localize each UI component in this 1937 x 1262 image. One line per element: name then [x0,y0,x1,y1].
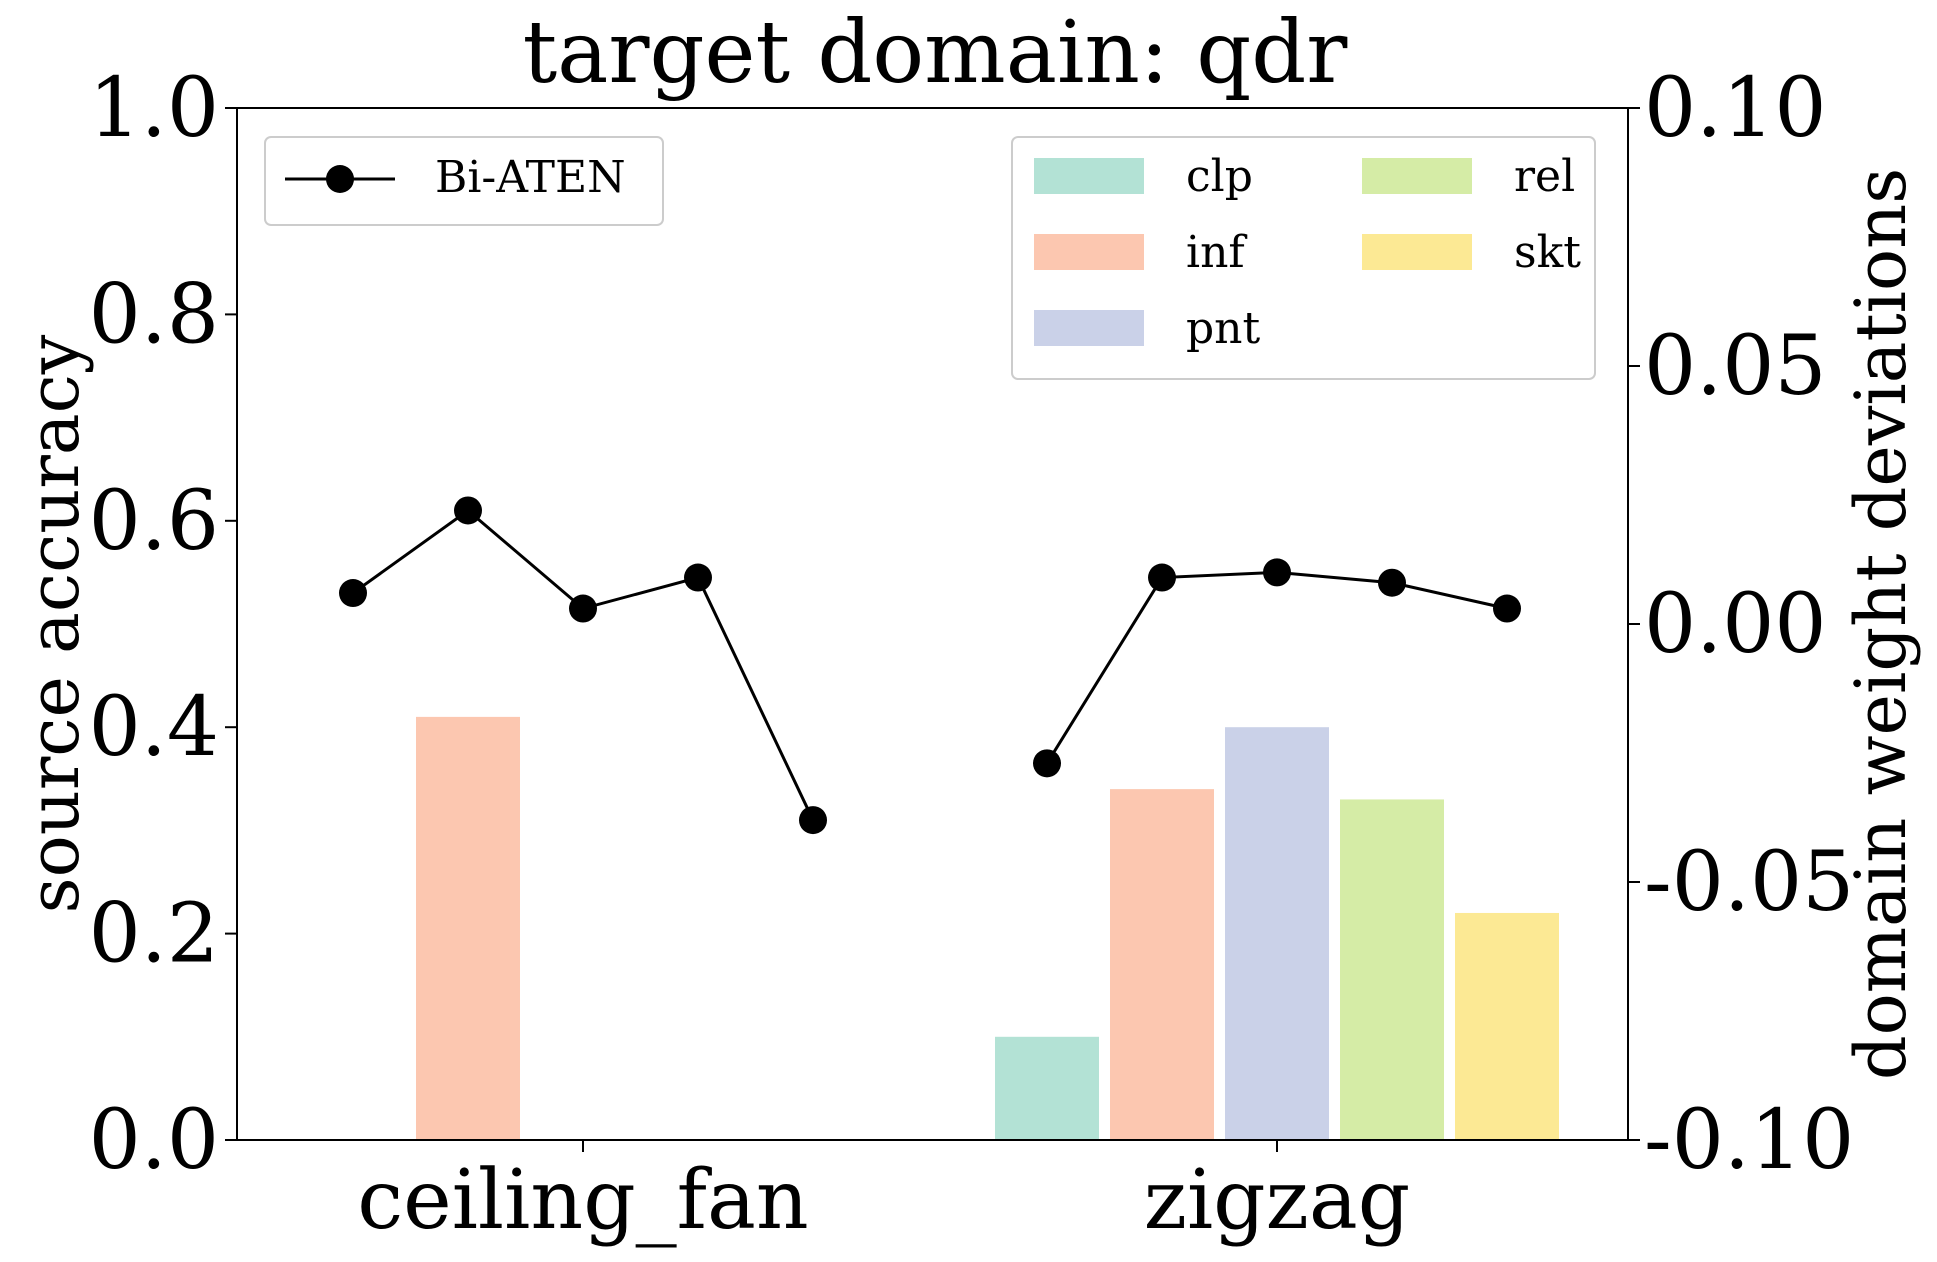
bars-layer [416,716,1559,1140]
point-ceiling_fan-0 [339,579,367,608]
point-ceiling_fan-4 [799,806,827,835]
chart-title: target domain: qdr [523,3,1349,103]
point-zigzag-2 [1263,558,1291,587]
line-legend-marker [326,165,354,193]
legend-label-inf: inf [1186,227,1247,278]
legend-label-clp: clp [1186,151,1253,202]
legend-swatch-rel [1362,158,1472,194]
line-layer [339,496,1521,835]
bar-legend-box [1011,136,1596,380]
y2-tick-label: 0.00 [1644,577,1827,672]
legend-label-skt: skt [1514,227,1581,278]
point-zigzag-1 [1148,563,1176,592]
line-legend: Bi-ATEN [264,136,664,226]
y2-tick-label: -0.05 [1644,835,1854,930]
legend-swatch-clp [1034,158,1144,194]
bar-inf-ceiling_fan [416,716,520,1140]
bar-inf-zigzag [1110,789,1214,1140]
y-tick-label: 0.6 [89,474,219,569]
line-legend-box [264,136,664,226]
point-zigzag-4 [1493,594,1521,623]
legend-label-rel: rel [1514,151,1575,202]
y-tick-label: 0.8 [89,267,219,362]
y-tick-label: 0.0 [89,1093,219,1188]
bar-legend: clp inf pnt rel skt [1011,136,1596,380]
point-ceiling_fan-3 [684,563,712,592]
x-tick-label: zigzag [1144,1153,1411,1248]
y-axis-right: -0.10 -0.05 0.00 0.05 0.10 [1628,61,1854,1188]
y2-tick-label: 0.10 [1644,61,1827,156]
y-tick-label: 0.2 [89,887,219,982]
point-zigzag-0 [1033,749,1061,778]
legend-swatch-inf [1034,234,1144,270]
y2-tick-label: -0.10 [1644,1093,1854,1188]
bar-skt-zigzag [1455,912,1559,1140]
bar-pnt-zigzag [1225,727,1329,1140]
bar-clp-zigzag [995,1036,1099,1140]
y-tick-label: 1.0 [89,61,219,156]
y2-tick-label: 0.05 [1644,319,1827,414]
y2-axis-label: domain weight deviations [1840,168,1922,1080]
y-axis-label: source accuracy [13,334,95,913]
legend-label-pnt: pnt [1186,303,1261,354]
y-tick-label: 0.4 [89,680,219,775]
point-ceiling_fan-1 [454,496,482,525]
x-axis: ceiling_fan zigzag [357,1140,1410,1248]
y-axis-left: 0.0 0.2 0.4 0.6 0.8 1.0 [89,61,237,1188]
x-tick-label: ceiling_fan [357,1153,808,1248]
point-ceiling_fan-2 [569,594,597,623]
legend-swatch-pnt [1034,310,1144,346]
legend-swatch-skt [1362,234,1472,270]
line-legend-label: Bi-ATEN [435,152,626,203]
point-zigzag-3 [1378,568,1406,597]
bar-rel-zigzag [1340,799,1444,1140]
